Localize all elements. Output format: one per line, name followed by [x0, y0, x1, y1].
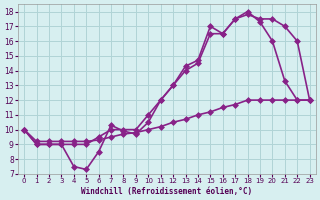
X-axis label: Windchill (Refroidissement éolien,°C): Windchill (Refroidissement éolien,°C) — [81, 187, 252, 196]
